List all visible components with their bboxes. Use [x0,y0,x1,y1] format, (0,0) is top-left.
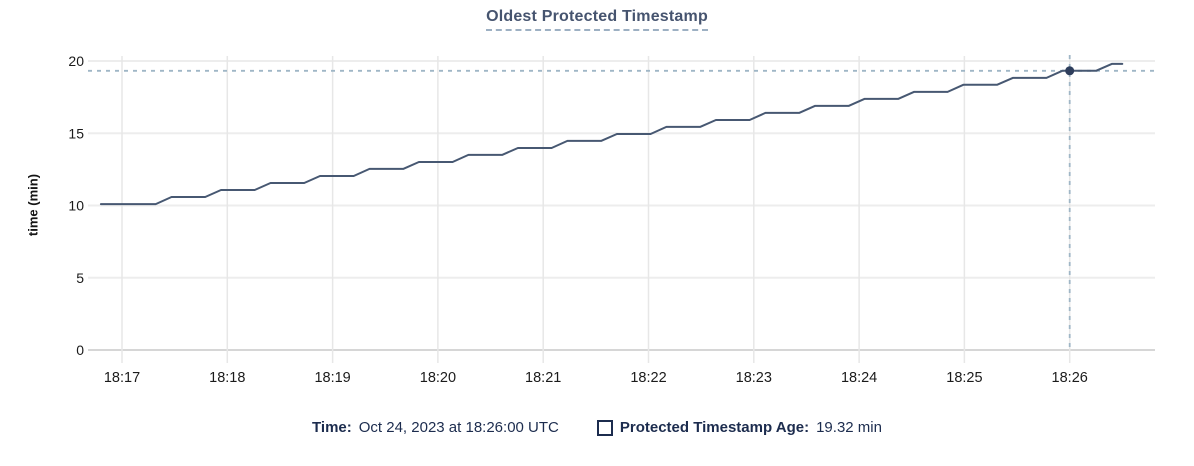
y-tick-label: 15 [68,125,84,141]
y-tick-label: 20 [68,53,84,69]
x-tick-label: 18:20 [420,370,456,386]
chart-title[interactable]: Oldest Protected Timestamp [486,8,708,31]
x-tick-label: 18:24 [841,370,877,386]
x-tick-label: 18:21 [525,370,561,386]
y-tick-label: 5 [76,270,84,286]
x-tick-label: 18:17 [104,370,140,386]
legend-time-item: Time: Oct 24, 2023 at 18:26:00 UTC [312,419,559,436]
legend-series-label: Protected Timestamp Age: [619,419,810,436]
x-tick-label: 18:18 [209,370,245,386]
x-tick-label: 18:25 [946,370,982,386]
x-tick-label: 18:22 [630,370,666,386]
x-tick-label: 18:26 [1052,370,1088,386]
y-tick-label: 0 [76,342,84,358]
series-line [99,62,1124,206]
line-chart-plot-area[interactable]: 0 5 10 15 20 18:17 18:18 18:19 18:20 18:21 18:22 18… [0,0,1194,400]
legend-time-label: Time: [312,419,352,436]
x-tick-label: 18:23 [736,370,772,386]
chart-legend: Time: Oct 24, 2023 at 18:26:00 UTC Prote… [0,419,1194,436]
y-tick-label: 10 [68,198,84,214]
legend-checkbox[interactable] [596,419,613,436]
x-tick-label: 18:19 [314,370,350,386]
hover-point-dot [1065,66,1075,76]
legend-time-value: Oct 24, 2023 at 18:26:00 UTC [358,419,559,436]
legend-series-item[interactable]: Protected Timestamp Age: 19.32 min [596,419,882,436]
legend-series-value: 19.32 min [816,419,882,436]
chart-title-row: Oldest Protected Timestamp [0,8,1194,31]
